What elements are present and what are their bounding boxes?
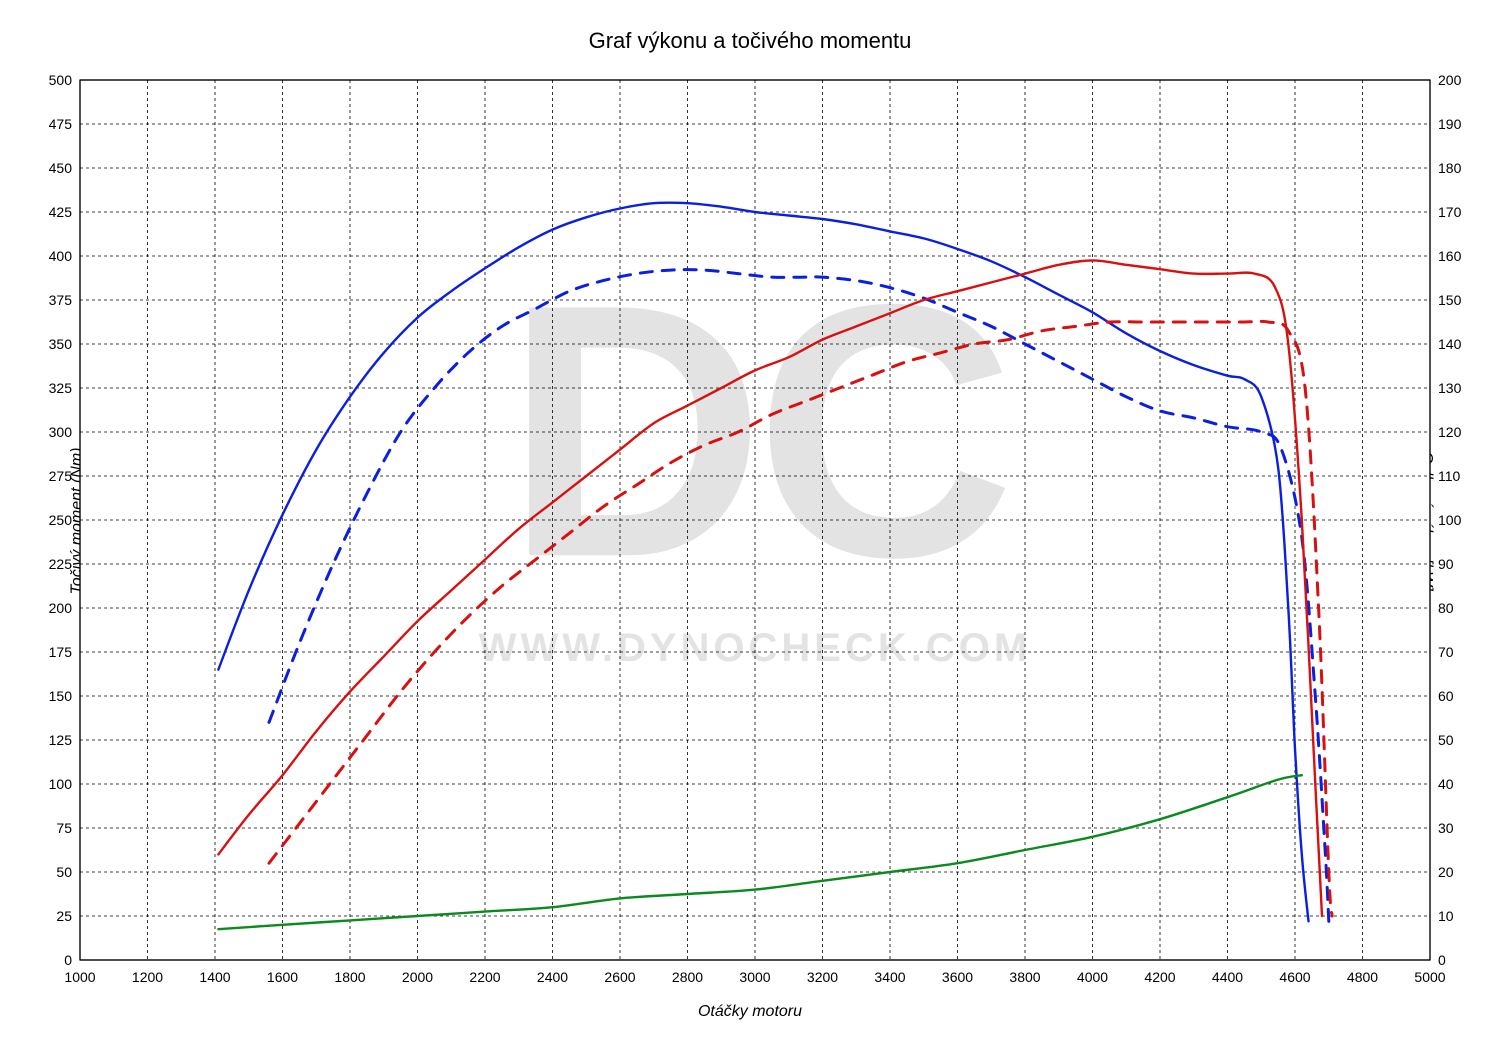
x-tick-label: 4400: [1212, 969, 1243, 985]
x-tick-label: 2400: [537, 969, 568, 985]
y-left-tick-label: 350: [49, 336, 73, 352]
x-tick-label: 3600: [942, 969, 973, 985]
chart-svg: DCWWW.DYNOCHECK.COM100012001400160018002…: [0, 0, 1500, 1041]
y-right-tick-label: 90: [1438, 556, 1454, 572]
y-right-tick-label: 80: [1438, 600, 1454, 616]
y-left-tick-label: 75: [56, 820, 72, 836]
y-left-tick-label: 225: [49, 556, 73, 572]
y-left-tick-label: 50: [56, 864, 72, 880]
y-right-tick-label: 200: [1438, 72, 1462, 88]
x-tick-label: 3800: [1009, 969, 1040, 985]
y-right-tick-label: 160: [1438, 248, 1462, 264]
y-left-tick-label: 500: [49, 72, 73, 88]
x-tick-label: 4600: [1279, 969, 1310, 985]
y-right-tick-label: 0: [1438, 952, 1446, 968]
y-left-tick-label: 375: [49, 292, 73, 308]
y-left-tick-label: 250: [49, 512, 73, 528]
y-right-tick-label: 20: [1438, 864, 1454, 880]
x-tick-label: 1000: [64, 969, 95, 985]
y-right-tick-label: 70: [1438, 644, 1454, 660]
x-tick-label: 1600: [267, 969, 298, 985]
x-tick-label: 3200: [807, 969, 838, 985]
x-tick-label: 4000: [1077, 969, 1108, 985]
y-left-tick-label: 25: [56, 908, 72, 924]
y-right-tick-label: 40: [1438, 776, 1454, 792]
y-left-tick-label: 400: [49, 248, 73, 264]
y-right-tick-label: 150: [1438, 292, 1462, 308]
x-tick-label: 4800: [1347, 969, 1378, 985]
y-right-tick-label: 100: [1438, 512, 1462, 528]
y-right-tick-label: 30: [1438, 820, 1454, 836]
x-tick-label: 2800: [672, 969, 703, 985]
x-tick-label: 3000: [739, 969, 770, 985]
y-right-tick-label: 140: [1438, 336, 1462, 352]
y-left-tick-label: 100: [49, 776, 73, 792]
x-tick-label: 2200: [469, 969, 500, 985]
y-right-tick-label: 130: [1438, 380, 1462, 396]
x-tick-label: 2000: [402, 969, 433, 985]
y-left-tick-label: 200: [49, 600, 73, 616]
watermark-logo: DC: [505, 230, 1008, 632]
dyno-chart: Graf výkonu a točivého momentu Otáčky mo…: [0, 0, 1500, 1041]
y-right-tick-label: 190: [1438, 116, 1462, 132]
y-left-tick-label: 0: [64, 952, 72, 968]
y-left-tick-label: 475: [49, 116, 73, 132]
y-right-tick-label: 180: [1438, 160, 1462, 176]
y-right-tick-label: 120: [1438, 424, 1462, 440]
y-right-tick-label: 60: [1438, 688, 1454, 704]
y-left-tick-label: 325: [49, 380, 73, 396]
y-right-tick-label: 10: [1438, 908, 1454, 924]
x-tick-label: 1400: [199, 969, 230, 985]
x-tick-label: 5000: [1414, 969, 1445, 985]
y-left-tick-label: 300: [49, 424, 73, 440]
y-left-tick-label: 275: [49, 468, 73, 484]
y-left-tick-label: 150: [49, 688, 73, 704]
y-left-tick-label: 175: [49, 644, 73, 660]
y-left-tick-label: 425: [49, 204, 73, 220]
x-tick-label: 4200: [1144, 969, 1175, 985]
x-tick-label: 1200: [132, 969, 163, 985]
y-left-tick-label: 450: [49, 160, 73, 176]
y-right-tick-label: 170: [1438, 204, 1462, 220]
x-tick-label: 3400: [874, 969, 905, 985]
x-tick-label: 2600: [604, 969, 635, 985]
y-right-tick-label: 110: [1438, 468, 1461, 484]
y-right-tick-label: 50: [1438, 732, 1454, 748]
y-left-tick-label: 125: [49, 732, 73, 748]
x-tick-label: 1800: [334, 969, 365, 985]
